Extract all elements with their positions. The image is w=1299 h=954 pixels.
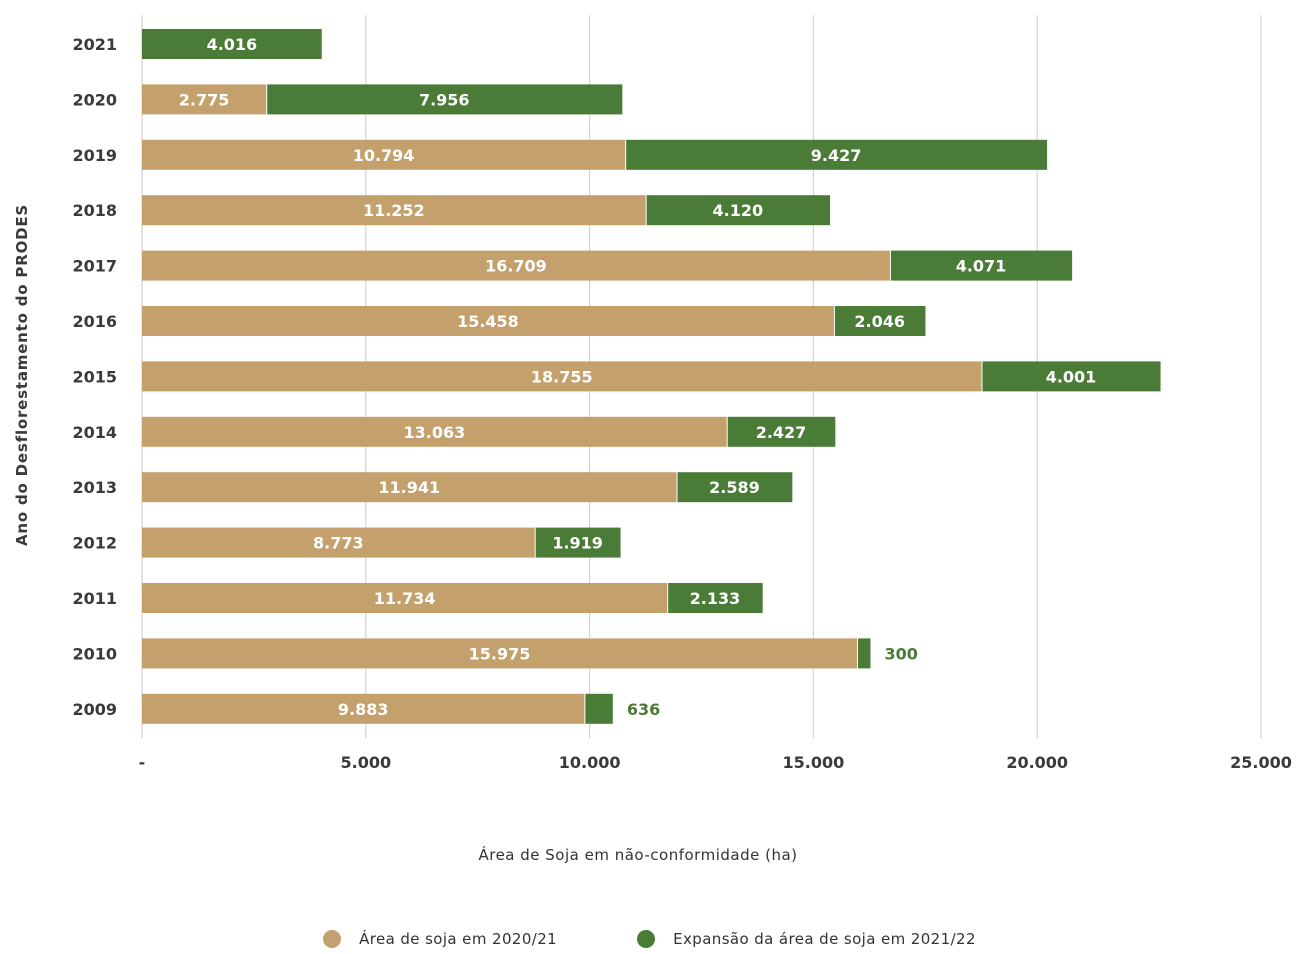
y-tick-label: 2019	[72, 146, 117, 165]
bar-expansao-2021-22	[646, 195, 831, 226]
legend-item-area-2020-21: Área de soja em 2020/21	[323, 930, 557, 948]
y-tick-label: 2013	[72, 478, 117, 497]
x-tick-label: 20.000	[1006, 753, 1068, 772]
x-tick-label: 25.000	[1230, 753, 1292, 772]
bar-area-2020-21	[142, 472, 677, 503]
bar-area-2020-21	[142, 638, 858, 669]
bar-value-label: 8.773	[313, 534, 364, 553]
bar-value-label: 15.458	[457, 312, 519, 331]
bar-expansao-2021-22	[727, 416, 836, 447]
x-tick-label: 10.000	[559, 753, 621, 772]
bar-value-label: 7.956	[419, 90, 470, 109]
bar-value-label: 4.001	[1046, 367, 1097, 386]
bar-expansao-2021-22	[834, 306, 926, 336]
bar-expansao-2021-22	[890, 250, 1073, 281]
x-tick-labels: - 5.000 10.000 15.000 20.000 25.000	[139, 753, 1292, 772]
bar-expansao-2021-22	[142, 29, 322, 59]
bar-value-label: 636	[627, 700, 660, 719]
bar-area-2020-21	[142, 527, 535, 558]
bar-value-label: 4.016	[207, 35, 258, 54]
bar-expansao-2021-22	[267, 84, 623, 115]
legend-label: Área de soja em 2020/21	[359, 930, 558, 948]
bar-value-label: 10.794	[353, 146, 415, 165]
y-tick-label: 2010	[72, 644, 117, 663]
bar-area-2020-21	[142, 250, 890, 281]
y-tick-label: 2017	[72, 257, 117, 276]
bar-area-2020-21	[142, 693, 585, 724]
bar-expansao-2021-22	[677, 472, 793, 503]
bar-value-label: 4.071	[956, 257, 1007, 276]
x-tick-label: 5.000	[340, 753, 391, 772]
y-tick-labels: 2021 2020 2019 2018 2017 2016 2015 2014 2013 2012…	[72, 35, 117, 719]
legend: Área de soja em 2020/21 Expansão da área…	[0, 930, 1299, 948]
legend-swatch-green	[637, 930, 656, 948]
bar-value-label: 1.919	[552, 534, 603, 553]
bar-expansao-2021-22	[535, 527, 621, 558]
bar-value-label: 18.755	[531, 367, 593, 386]
bar-area-2020-21	[142, 361, 982, 392]
bar-value-label: 9.427	[811, 146, 862, 165]
y-tick-label: 2018	[72, 201, 117, 220]
bar-area-2020-21	[142, 139, 626, 170]
y-tick-label: 2012	[72, 534, 117, 553]
bar-value-label: 2.046	[854, 312, 905, 331]
y-tick-label: 2021	[72, 35, 117, 54]
bar-value-label: 2.589	[709, 478, 760, 497]
bar-value-label: 11.941	[378, 478, 440, 497]
x-tick-label: -	[139, 753, 146, 772]
bar-area-2020-21	[142, 416, 727, 447]
y-tick-label: 2009	[72, 700, 117, 719]
y-tick-label: 2015	[72, 367, 117, 386]
bar-expansao-2021-22	[585, 693, 613, 724]
bar-value-label: 16.709	[485, 257, 547, 276]
bar-expansao-2021-22	[626, 139, 1048, 170]
legend-swatch-tan	[323, 930, 342, 948]
bar-area-2020-21	[142, 583, 668, 613]
bar-expansao-2021-22	[982, 361, 1161, 392]
x-axis-title: Área de Soja em não-conformidade (ha)	[478, 845, 797, 864]
bar-value-label: 2.775	[179, 90, 230, 109]
bar-value-label: 2.427	[756, 423, 807, 442]
bars: 4.016 2.775 7.956 10.794 9.427 11.252 4.120 16.…	[142, 29, 1161, 724]
bar-value-label: 300	[884, 644, 917, 663]
y-tick-label: 2011	[72, 589, 117, 608]
y-tick-label: 2016	[72, 312, 117, 331]
bar-expansao-2021-22	[858, 638, 871, 669]
bar-area-2020-21	[142, 195, 646, 226]
legend-item-expansao-2021-22: Expansão da área de soja em 2021/22	[637, 930, 976, 948]
bar-area-2020-21	[142, 84, 267, 115]
bar-value-label: 4.120	[713, 201, 764, 220]
bar-area-2020-21	[142, 306, 834, 336]
x-tick-label: 15.000	[783, 753, 845, 772]
bar-value-label: 9.883	[338, 700, 389, 719]
bar-value-label: 13.063	[403, 423, 465, 442]
y-axis-title: Ano do Desflorestamento do PRODES	[13, 204, 31, 546]
bar-value-label: 11.252	[363, 201, 425, 220]
bar-value-label: 2.133	[690, 589, 741, 608]
y-tick-label: 2014	[72, 423, 117, 442]
bar-value-label: 11.734	[374, 589, 436, 608]
bar-expansao-2021-22	[668, 583, 763, 613]
y-tick-label: 2020	[72, 90, 117, 109]
legend-label: Expansão da área de soja em 2021/22	[673, 930, 976, 948]
bar-value-label: 15.975	[469, 644, 531, 663]
